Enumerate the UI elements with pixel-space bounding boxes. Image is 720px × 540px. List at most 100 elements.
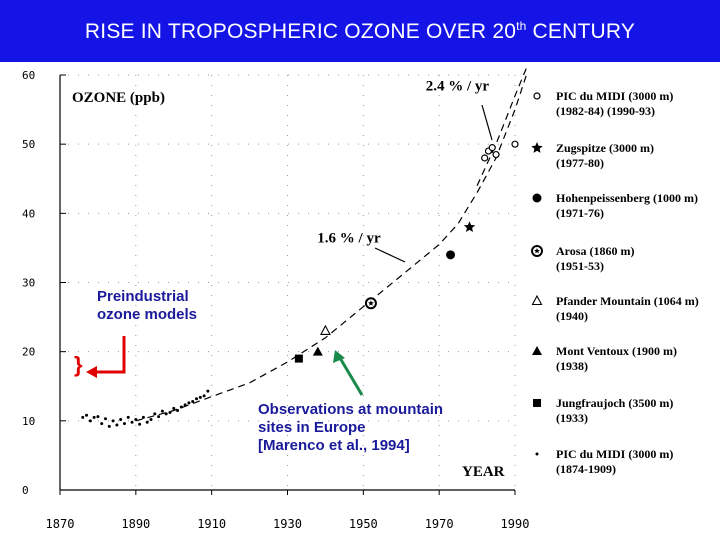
data-point — [149, 417, 153, 421]
legend-name: Arosa (1860 m) — [556, 244, 634, 258]
data-point — [481, 154, 489, 162]
data-point — [85, 413, 89, 417]
y-tick-label: 60 — [22, 69, 35, 82]
slide-title: RISE IN TROPOSPHERIC OZONE OVER 20th CEN… — [84, 18, 636, 43]
legend-marker-inner — [534, 248, 540, 254]
legend-period: (1938) — [556, 359, 588, 373]
data-point — [511, 140, 519, 148]
legend-period: (1874-1909) — [556, 462, 616, 476]
data-point — [153, 412, 157, 416]
rate-label: 2.4 % / yr — [426, 78, 490, 94]
rate-arrow — [481, 104, 493, 141]
legend-marker — [531, 294, 543, 306]
rate-label: 1.6 % / yr — [317, 231, 381, 247]
y-tick-label: 50 — [22, 138, 35, 151]
y-axis-label: OZONE (ppb) — [72, 90, 165, 106]
data-point — [198, 395, 202, 399]
legend-name: Mont Ventoux (1900 m) — [556, 344, 677, 358]
data-point — [100, 422, 104, 426]
x-tick-label: 1970 — [425, 517, 454, 531]
data-point — [111, 419, 115, 423]
rate-arrow — [374, 247, 406, 263]
observation-arrowhead — [333, 350, 345, 363]
data-point — [176, 408, 180, 412]
x-tick-label: 1950 — [349, 517, 378, 531]
data-point — [195, 397, 198, 401]
data-point — [294, 354, 303, 363]
data-point — [191, 399, 195, 403]
data-point — [134, 417, 138, 421]
data-point — [126, 415, 130, 419]
legend-name: Pfander Mountain (1064 m) — [556, 294, 699, 308]
legend-name: Zugspitze (3000 m) — [556, 141, 654, 155]
observation-arrow — [338, 357, 364, 396]
data-point — [145, 420, 149, 424]
data-point — [488, 144, 496, 152]
brace-label: } — [74, 352, 83, 377]
legend-marker — [532, 193, 542, 203]
data-point — [96, 415, 100, 419]
data-point — [168, 411, 172, 415]
data-point — [492, 150, 500, 159]
ozone-chart: 0 10 20 30 40 50 60 1870 1890 1910 1930 1950 1970 199… — [22, 67, 699, 531]
legend-name: PIC du MIDI (3000 m) — [556, 447, 673, 461]
y-tick-label: 10 — [22, 415, 35, 428]
preindustrial-label: Preindustrial ozone models — [97, 288, 198, 323]
legend-marker — [533, 92, 541, 100]
x-tick-label: 1870 — [46, 517, 75, 531]
legend-period: (1933) — [556, 411, 588, 425]
legend-marker — [535, 452, 539, 456]
data-point — [446, 250, 456, 260]
legend-period: (1971-76) — [556, 206, 604, 220]
data-point — [119, 417, 123, 421]
data-point — [312, 346, 323, 356]
legend-marker — [532, 346, 542, 355]
y-tick-label: 20 — [22, 346, 35, 359]
trend-curve — [135, 74, 527, 422]
y-tick-label: 0 — [22, 484, 29, 497]
data-point — [130, 420, 134, 424]
legend-period: (1940) — [556, 309, 588, 323]
data-point — [206, 389, 210, 393]
data-point — [104, 417, 107, 421]
data-point — [107, 424, 111, 428]
data-point — [138, 422, 142, 426]
y-tick-label: 40 — [22, 207, 35, 220]
data-point — [115, 423, 119, 427]
legend-name: Jungfraujoch (3500 m) — [556, 396, 673, 410]
legend-period: (1951-53) — [556, 259, 604, 273]
data-point — [183, 403, 187, 407]
data-point — [179, 405, 183, 409]
data-point — [81, 415, 85, 419]
legend-name: PIC du MIDI (3000 m) — [556, 89, 673, 103]
legend-period: (1977-80) — [556, 156, 604, 170]
data-point — [157, 415, 161, 419]
data-point — [187, 401, 191, 405]
y-tick-label: 30 — [22, 277, 35, 290]
x-axis-label: YEAR — [462, 464, 505, 480]
legend-period: (1982-84) (1990-93) — [556, 104, 655, 118]
data-point — [164, 412, 168, 416]
data-point — [122, 422, 126, 426]
observations-label: Observations at mountain sites in Europe… — [258, 401, 444, 454]
legend-name: Hohenpeissenberg (1000 m) — [556, 191, 698, 205]
data-point — [172, 406, 176, 410]
x-tick-label: 1890 — [121, 517, 150, 531]
legend-marker — [533, 399, 541, 407]
trend-curve-upper — [476, 67, 527, 186]
data-point — [160, 409, 164, 413]
title-banner: RISE IN TROPOSPHERIC OZONE OVER 20th CEN… — [0, 0, 720, 62]
x-tick-label: 1990 — [501, 517, 530, 531]
x-tick-label: 1930 — [273, 517, 302, 531]
data-point — [202, 394, 206, 398]
bracket-line — [95, 336, 126, 374]
bracket-arrowhead — [86, 366, 97, 378]
legend-marker — [531, 142, 543, 153]
data-point — [320, 324, 331, 335]
data-point — [463, 221, 476, 232]
data-point-inner — [368, 300, 374, 306]
data-point — [88, 419, 92, 423]
data-point — [92, 415, 96, 419]
data-point — [141, 415, 145, 419]
x-tick-label: 1910 — [197, 517, 226, 531]
